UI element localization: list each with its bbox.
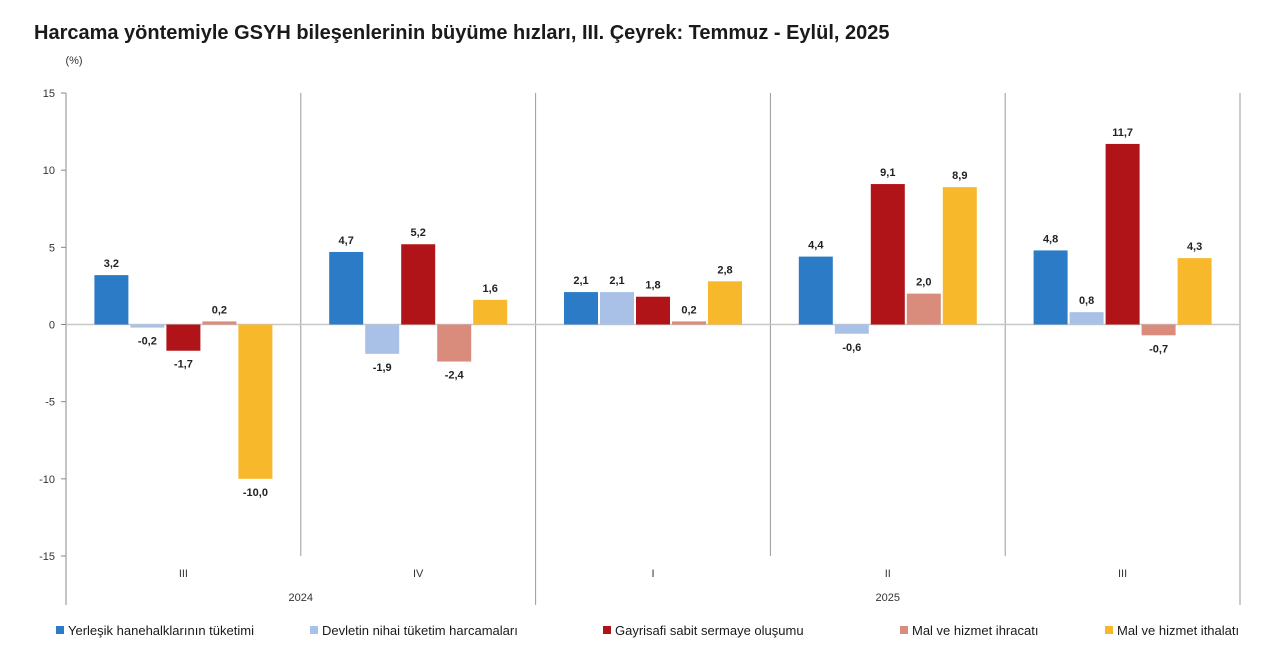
legend-swatch — [900, 626, 908, 634]
data-label: 2,1 — [609, 275, 624, 287]
data-label: 11,7 — [1112, 127, 1133, 139]
y-tick-label: 10 — [43, 165, 55, 177]
data-label: 4,7 — [339, 235, 354, 247]
year-group-label: 2025 — [876, 592, 900, 604]
legend-label: Gayrisafi sabit sermaye oluşumu — [615, 623, 804, 638]
category-label: I — [651, 568, 654, 580]
legend-swatch — [1105, 626, 1113, 634]
bar[interactable] — [708, 281, 742, 325]
legend-swatch — [56, 626, 64, 634]
y-tick-label: 5 — [49, 242, 55, 254]
bar[interactable] — [600, 292, 634, 325]
bar[interactable] — [437, 324, 472, 362]
y-tick-label: -15 — [39, 551, 55, 563]
bar[interactable] — [1105, 143, 1140, 325]
legend-label: Mal ve hizmet ihracatı — [912, 623, 1038, 638]
y-tick-label: 0 — [49, 320, 55, 332]
bar[interactable] — [942, 187, 977, 325]
data-label: 4,3 — [1187, 241, 1202, 253]
legend-item[interactable]: Devletin nihai tüketim harcamaları — [310, 623, 518, 638]
legend-label: Yerleşik hanehalklarının tüketimi — [68, 623, 254, 638]
bar[interactable] — [672, 321, 706, 325]
data-label: 0,2 — [681, 304, 696, 316]
bar[interactable] — [473, 299, 508, 325]
data-label: 0,8 — [1079, 295, 1094, 307]
category-label: IV — [413, 568, 424, 580]
bar[interactable] — [1069, 312, 1104, 325]
bar[interactable] — [94, 275, 129, 325]
data-label: -0,6 — [842, 342, 861, 354]
bar[interactable] — [798, 256, 833, 325]
data-label: 1,6 — [483, 283, 498, 295]
legend-item[interactable]: Mal ve hizmet ithalatı — [1105, 623, 1239, 638]
data-label: 2,8 — [717, 264, 732, 276]
data-label: 0,2 — [212, 304, 227, 316]
data-label: 2,1 — [573, 275, 588, 287]
bar[interactable] — [365, 324, 400, 354]
bar[interactable] — [906, 293, 941, 325]
y-tick-label: -5 — [45, 397, 55, 409]
legend-swatch — [603, 626, 611, 634]
legend-item[interactable]: Gayrisafi sabit sermaye oluşumu — [603, 623, 804, 638]
data-label: -0,7 — [1149, 343, 1168, 355]
legend-label: Mal ve hizmet ithalatı — [1117, 623, 1239, 638]
bar[interactable] — [329, 251, 364, 325]
y-tick-label: 15 — [43, 88, 55, 100]
data-label: 8,9 — [952, 170, 967, 182]
bar[interactable] — [1177, 258, 1212, 325]
y-axis-unit-label: (%) — [65, 55, 82, 67]
bar[interactable] — [238, 324, 273, 479]
year-group-label: 2024 — [289, 592, 313, 604]
category-label: III — [1118, 568, 1127, 580]
bar[interactable] — [1141, 324, 1176, 336]
bar[interactable] — [564, 292, 598, 325]
data-label: 1,8 — [645, 280, 660, 292]
data-label: 4,8 — [1043, 233, 1058, 245]
chart-title: Harcama yöntemiyle GSYH bileşenlerinin b… — [34, 22, 890, 44]
data-label: 2,0 — [916, 277, 931, 289]
bar[interactable] — [636, 296, 670, 325]
legend-item[interactable]: Yerleşik hanehalklarının tüketimi — [56, 623, 254, 638]
bar[interactable] — [401, 244, 436, 325]
data-label: 3,2 — [104, 258, 119, 270]
category-label: III — [179, 568, 188, 580]
bar[interactable] — [202, 321, 237, 325]
legend-item[interactable]: Mal ve hizmet ihracatı — [900, 623, 1038, 638]
bar[interactable] — [870, 184, 905, 325]
y-tick-label: -10 — [39, 474, 55, 486]
legend-label: Devletin nihai tüketim harcamaları — [322, 623, 518, 638]
data-label: -1,9 — [373, 362, 392, 374]
data-label: 9,1 — [880, 167, 895, 179]
data-label: 5,2 — [411, 227, 426, 239]
data-label: 4,4 — [808, 240, 824, 252]
legend-swatch — [310, 626, 318, 634]
bar[interactable] — [130, 324, 165, 328]
data-label: -0,2 — [138, 336, 157, 348]
bar[interactable] — [834, 324, 869, 334]
data-label: -1,7 — [174, 359, 193, 371]
category-label: II — [885, 568, 891, 580]
bar[interactable] — [166, 324, 201, 351]
data-label: -10,0 — [243, 487, 268, 499]
data-label: -2,4 — [445, 370, 465, 382]
bar[interactable] — [1033, 250, 1068, 325]
